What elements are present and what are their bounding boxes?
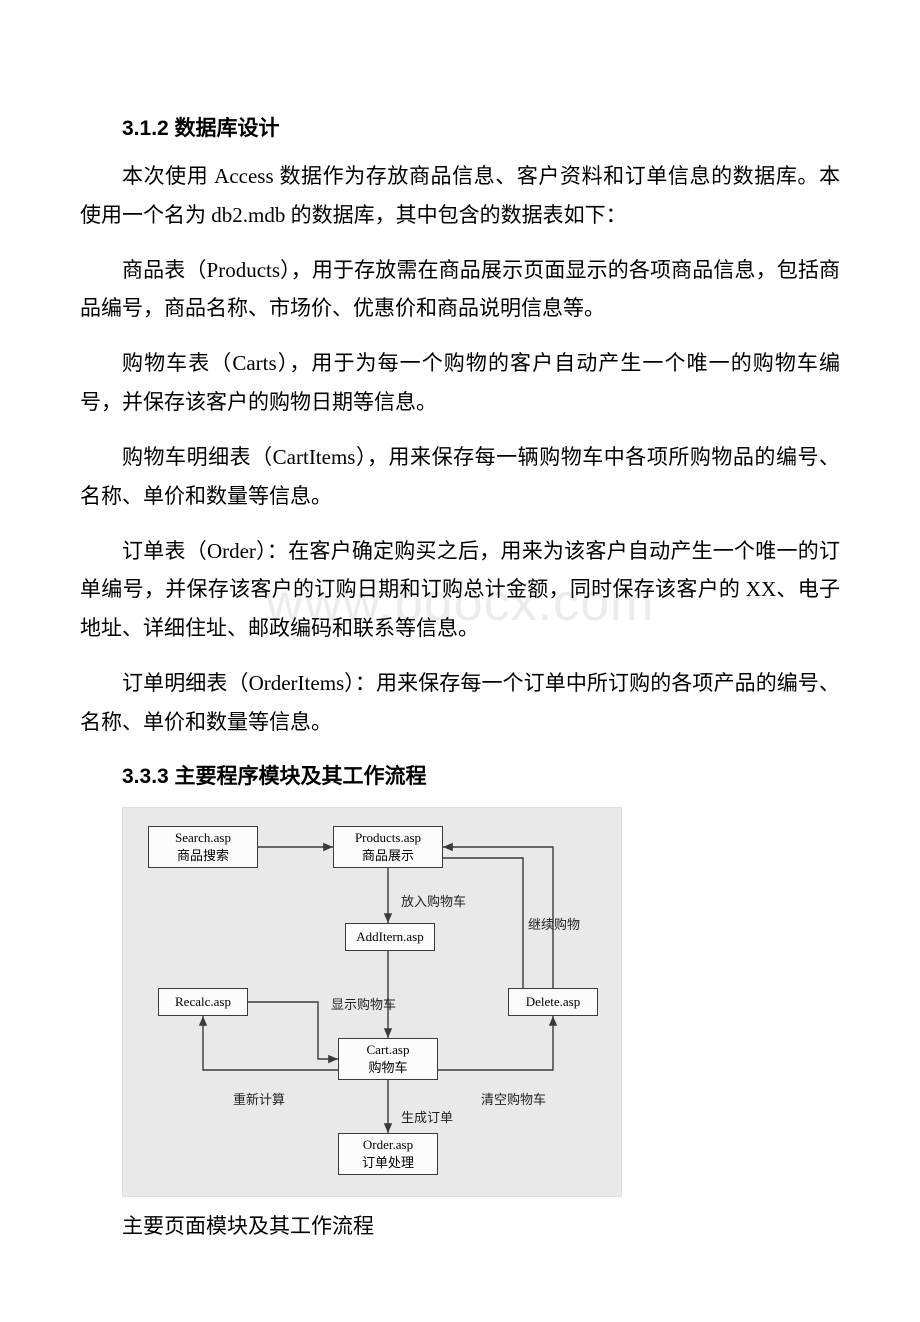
flow-node-products: Products.asp商品展示 <box>333 826 443 868</box>
para-carts-table: 购物车表（Carts），用于为每一个购物的客户自动产生一个唯一的购物车编号，并保… <box>80 344 840 422</box>
flow-node-search: Search.asp商品搜索 <box>148 826 258 868</box>
flow-edge-label-cart-order: 生成订单 <box>401 1106 453 1130</box>
flow-node-additem: AddItern.asp <box>345 923 435 951</box>
flow-edge-recalc-cart <box>248 1002 338 1059</box>
flowchart: Search.asp商品搜索 Products.asp商品展示 AddItern.a… <box>122 807 622 1197</box>
para-order-table: 订单表（Order）：在客户确定购买之后，用来为该客户自动产生一个唯一的订单编号… <box>80 532 840 649</box>
flow-edge-cart-delete <box>438 1016 553 1070</box>
para-db-intro: 本次使用 Access 数据作为存放商品信息、客户资料和订单信息的数据库。本使用… <box>80 157 840 235</box>
diagram-caption: 主要页面模块及其工作流程 <box>80 1207 840 1246</box>
heading-312: 3.1.2 数据库设计 <box>80 110 840 149</box>
flow-node-delete: Delete.asp <box>508 988 598 1016</box>
flow-edge-label-delete-products: 继续购物 <box>528 913 580 937</box>
para-cartitems-table: 购物车明细表（CartItems），用来保存每一辆购物车中各项所购物品的编号、名… <box>80 438 840 516</box>
flowchart-container: Search.asp商品搜索 Products.asp商品展示 AddItern.a… <box>122 807 840 1197</box>
flow-node-order: Order.asp订单处理 <box>338 1133 438 1175</box>
flow-edge-label-cart-recalc: 重新计算 <box>233 1088 285 1112</box>
flow-edge-label-products-additem: 放入购物车 <box>401 890 466 914</box>
para-products-table: 商品表（Products），用于存放需在商品展示页面显示的各项商品信息，包括商品… <box>80 251 840 329</box>
document-body: 3.1.2 数据库设计 本次使用 Access 数据作为存放商品信息、客户资料和… <box>80 110 840 1246</box>
flow-node-recalc: Recalc.asp <box>158 988 248 1016</box>
flow-node-cart: Cart.asp购物车 <box>338 1038 438 1080</box>
para-orderitems-table: 订单明细表（OrderItems）：用来保存每一个订单中所订购的各项产品的编号、… <box>80 664 840 742</box>
heading-333: 3.3.3 主要程序模块及其工作流程 <box>80 758 840 797</box>
flow-edge-label-cart-delete: 清空购物车 <box>481 1088 546 1112</box>
flow-edge-products-delete <box>443 858 523 988</box>
flow-edge-label-additem-cart: 显示购物车 <box>331 993 396 1017</box>
